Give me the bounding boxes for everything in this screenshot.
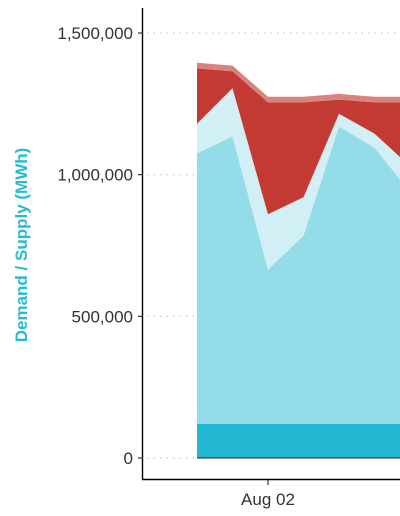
- y-tick-label: 500,000: [72, 307, 133, 326]
- y-tick-label: 1,500,000: [57, 24, 133, 43]
- x-axis-ticks: Aug 02: [241, 480, 295, 509]
- y-tick-label: 1,000,000: [57, 166, 133, 185]
- area-series-5: [197, 62, 400, 103]
- area-series: [197, 62, 400, 458]
- x-tick-label: Aug 02: [241, 490, 295, 509]
- y-axis-title: Demand / Supply (MWh): [12, 148, 31, 343]
- area-series-2: [197, 126, 400, 424]
- area-series-4: [197, 68, 400, 215]
- area-series-1: [197, 424, 400, 458]
- y-tick-label: 0: [124, 449, 133, 468]
- area-series-3: [197, 88, 400, 270]
- y-axis-ticks: 0 500,000 1,000,000 1,500,000: [57, 24, 143, 468]
